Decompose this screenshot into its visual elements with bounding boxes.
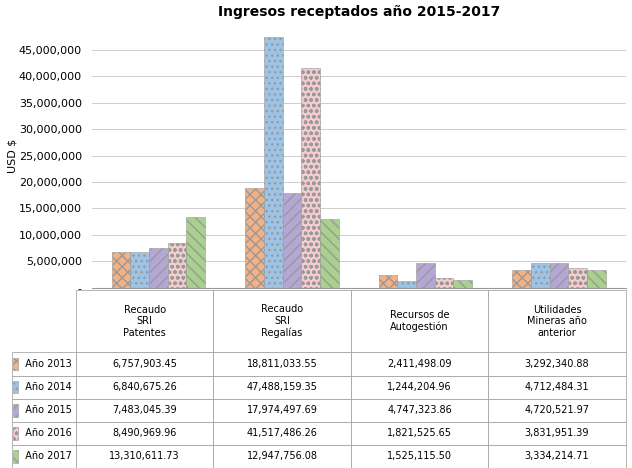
Bar — [512, 271, 531, 288]
Bar — [112, 252, 130, 288]
Bar — [398, 281, 416, 288]
Bar — [568, 268, 587, 288]
Bar — [416, 263, 435, 288]
Bar — [186, 218, 205, 288]
Bar — [550, 263, 568, 288]
Bar — [379, 275, 398, 288]
Bar — [149, 248, 167, 288]
Bar — [283, 193, 301, 288]
Y-axis label: USD $: USD $ — [8, 139, 18, 173]
Bar — [435, 278, 453, 288]
Bar — [301, 68, 320, 288]
Bar — [264, 37, 283, 288]
Bar — [130, 252, 149, 288]
Bar — [320, 219, 339, 288]
Bar — [587, 270, 605, 288]
Bar — [531, 263, 550, 288]
Bar — [167, 243, 186, 288]
Bar — [453, 280, 472, 288]
Bar — [245, 188, 264, 288]
Title: Ingresos receptados año 2015-2017: Ingresos receptados año 2015-2017 — [217, 6, 500, 20]
